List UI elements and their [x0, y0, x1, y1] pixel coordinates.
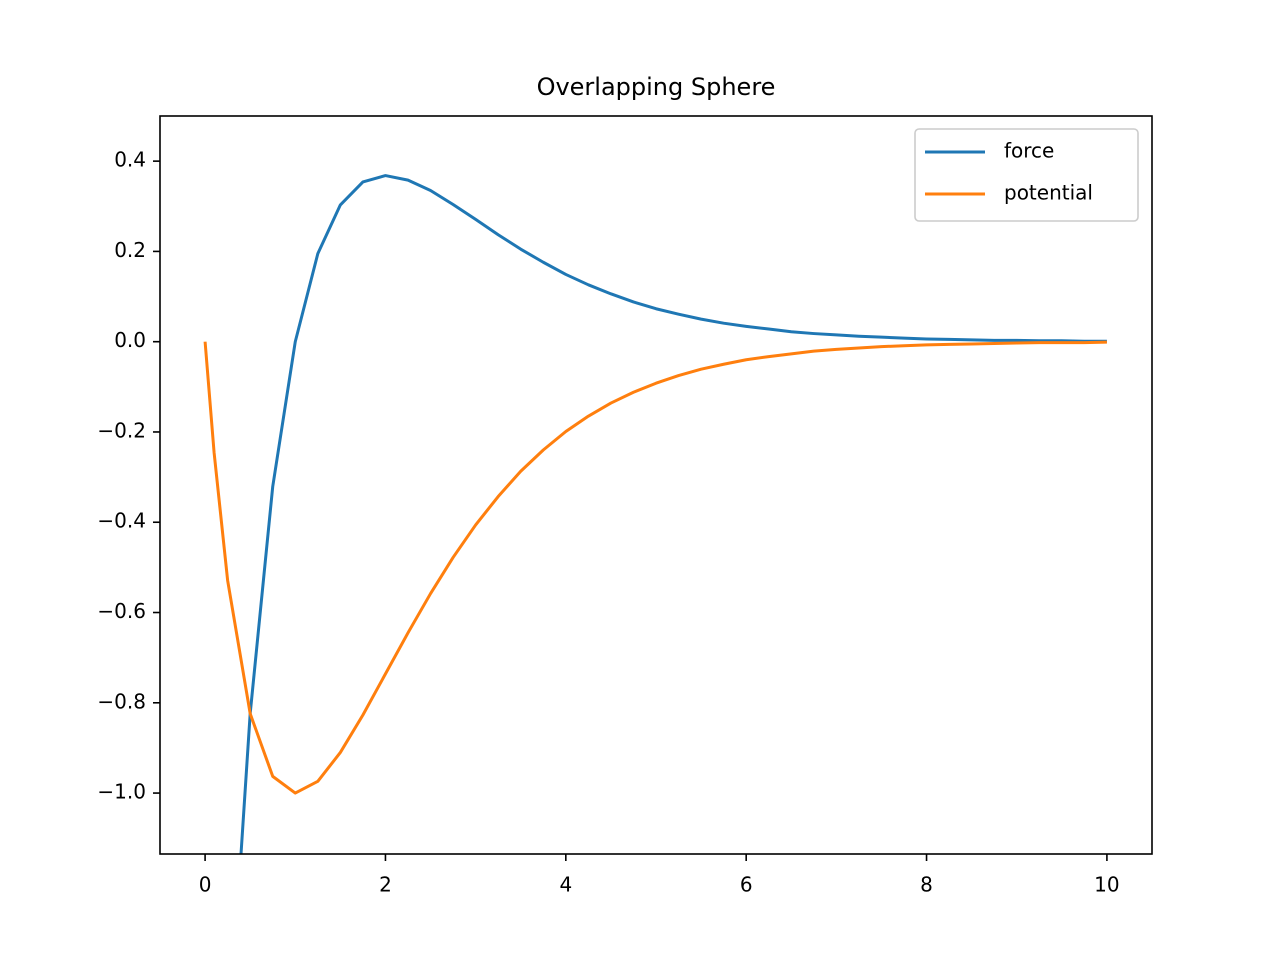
x-tick-label: 6 — [740, 873, 753, 897]
y-tick-label: −0.6 — [97, 599, 146, 623]
x-tick-label: 2 — [379, 873, 392, 897]
chart-title: Overlapping Sphere — [537, 73, 776, 101]
line-series — [203, 340, 1107, 795]
y-tick-label: −1.0 — [97, 780, 146, 804]
line-series — [239, 174, 1107, 854]
y-tick-label: −0.4 — [97, 509, 146, 533]
axes-frame — [159, 115, 1153, 855]
x-tick-label: 8 — [920, 873, 933, 897]
y-tick-label: 0.0 — [114, 328, 146, 352]
legend-label: potential — [1004, 181, 1093, 205]
y-tick-label: 0.2 — [114, 238, 146, 262]
x-tick-label: 10 — [1094, 873, 1119, 897]
legend-label: force — [1004, 139, 1054, 163]
y-tick-label: −0.2 — [97, 418, 146, 442]
y-tick-label: −0.8 — [97, 689, 146, 713]
y-tick-label: 0.4 — [114, 148, 146, 172]
x-tick-label: 0 — [199, 873, 212, 897]
legend: force potential — [914, 128, 1139, 222]
plot-area — [203, 174, 1107, 854]
x-tick-label: 4 — [559, 873, 572, 897]
